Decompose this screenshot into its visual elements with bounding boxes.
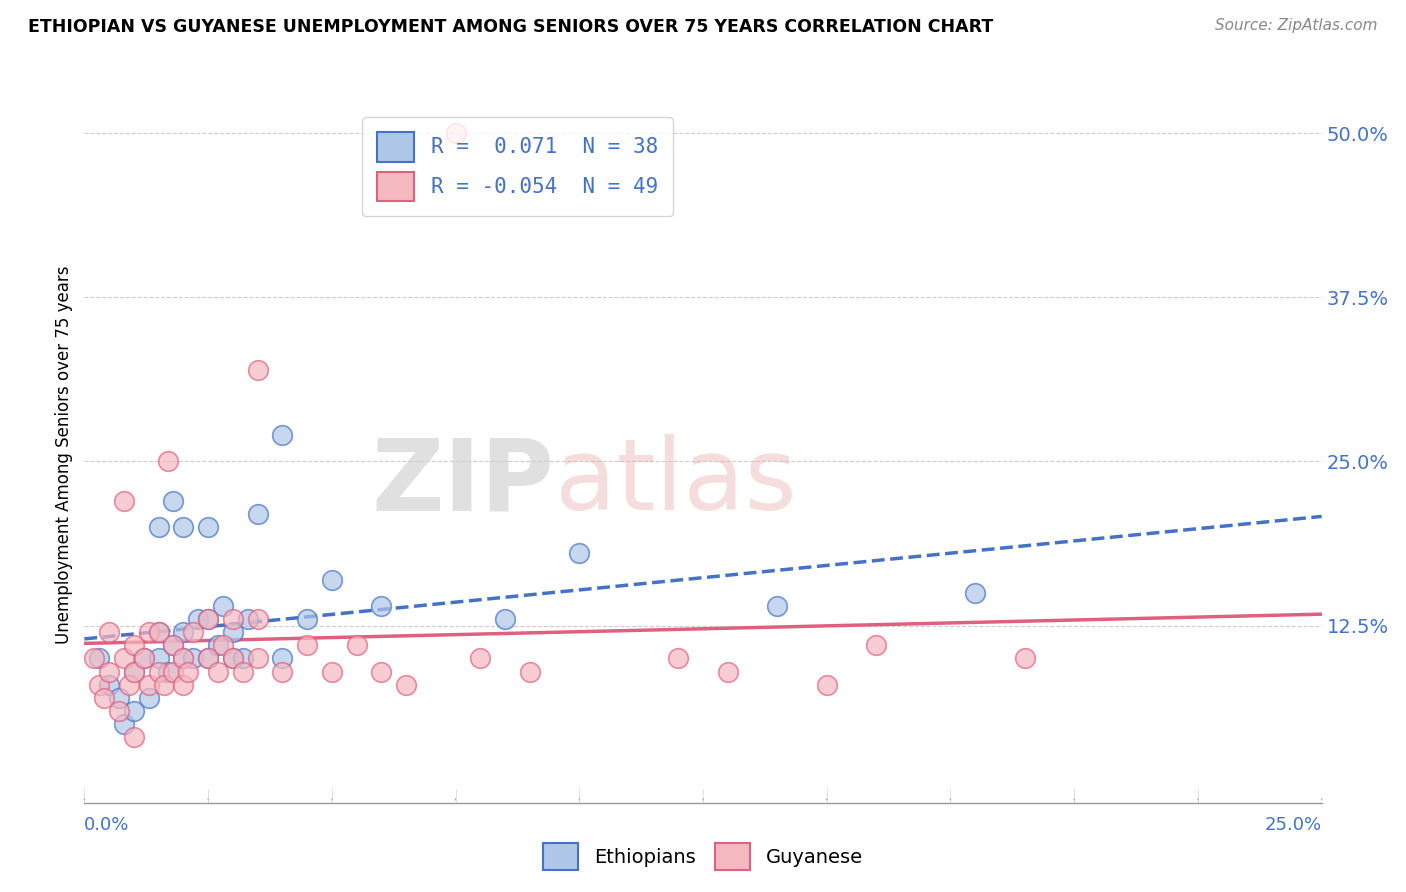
Point <box>138 690 160 705</box>
Point <box>187 612 209 626</box>
Point <box>212 599 235 613</box>
Point <box>666 651 689 665</box>
Point <box>148 651 170 665</box>
Point <box>232 651 254 665</box>
Point <box>271 651 294 665</box>
Point <box>148 665 170 679</box>
Point <box>222 651 245 665</box>
Point <box>148 520 170 534</box>
Point <box>118 678 141 692</box>
Text: ZIP: ZIP <box>371 434 554 532</box>
Point <box>222 612 245 626</box>
Point <box>246 507 269 521</box>
Point <box>766 599 789 613</box>
Point <box>89 678 111 692</box>
Point <box>222 651 245 665</box>
Point <box>122 704 145 718</box>
Point <box>98 625 121 640</box>
Point <box>207 665 229 679</box>
Point <box>321 665 343 679</box>
Point <box>157 454 180 468</box>
Point <box>162 638 184 652</box>
Text: 25.0%: 25.0% <box>1264 816 1322 834</box>
Point <box>197 520 219 534</box>
Point <box>370 599 392 613</box>
Point <box>138 625 160 640</box>
Point <box>108 690 131 705</box>
Point <box>172 651 194 665</box>
Y-axis label: Unemployment Among Seniors over 75 years: Unemployment Among Seniors over 75 years <box>55 266 73 644</box>
Point <box>148 625 170 640</box>
Point <box>444 126 467 140</box>
Point <box>108 704 131 718</box>
Point <box>965 586 987 600</box>
Point <box>98 665 121 679</box>
Point <box>519 665 541 679</box>
Point <box>197 612 219 626</box>
Point <box>1014 651 1036 665</box>
Text: Source: ZipAtlas.com: Source: ZipAtlas.com <box>1215 18 1378 33</box>
Point <box>132 651 155 665</box>
Point <box>162 638 184 652</box>
Point <box>295 638 318 652</box>
Point <box>93 690 115 705</box>
Point <box>236 612 259 626</box>
Point <box>122 638 145 652</box>
Point <box>197 612 219 626</box>
Point <box>122 665 145 679</box>
Point <box>172 520 194 534</box>
Point <box>172 678 194 692</box>
Point <box>197 651 219 665</box>
Point <box>83 651 105 665</box>
Point <box>321 573 343 587</box>
Point <box>112 651 135 665</box>
Point <box>717 665 740 679</box>
Point <box>132 651 155 665</box>
Legend: Ethiopians, Guyanese: Ethiopians, Guyanese <box>536 835 870 878</box>
Point <box>246 651 269 665</box>
Point <box>122 665 145 679</box>
Point <box>181 651 204 665</box>
Point <box>181 625 204 640</box>
Point <box>112 717 135 731</box>
Point <box>122 730 145 744</box>
Point <box>246 362 269 376</box>
Point <box>112 494 135 508</box>
Text: ETHIOPIAN VS GUYANESE UNEMPLOYMENT AMONG SENIORS OVER 75 YEARS CORRELATION CHART: ETHIOPIAN VS GUYANESE UNEMPLOYMENT AMONG… <box>28 18 994 36</box>
Text: atlas: atlas <box>554 434 796 532</box>
Point <box>177 665 200 679</box>
Point <box>148 625 170 640</box>
Point <box>395 678 418 692</box>
Point <box>212 638 235 652</box>
Point <box>162 665 184 679</box>
Point <box>568 546 591 560</box>
Point <box>271 665 294 679</box>
Point <box>138 678 160 692</box>
Point <box>815 678 838 692</box>
Point <box>232 665 254 679</box>
Point <box>246 612 269 626</box>
Point <box>89 651 111 665</box>
Point <box>295 612 318 626</box>
Point <box>222 625 245 640</box>
Point <box>98 678 121 692</box>
Point <box>207 638 229 652</box>
Point <box>172 625 194 640</box>
Point <box>271 428 294 442</box>
Text: 0.0%: 0.0% <box>84 816 129 834</box>
Point <box>370 665 392 679</box>
Legend: R =  0.071  N = 38, R = -0.054  N = 49: R = 0.071 N = 38, R = -0.054 N = 49 <box>363 118 672 216</box>
Point <box>162 494 184 508</box>
Point <box>470 651 492 665</box>
Point <box>865 638 887 652</box>
Point <box>197 651 219 665</box>
Point <box>152 678 174 692</box>
Point <box>494 612 516 626</box>
Point <box>157 665 180 679</box>
Point <box>172 651 194 665</box>
Point <box>346 638 368 652</box>
